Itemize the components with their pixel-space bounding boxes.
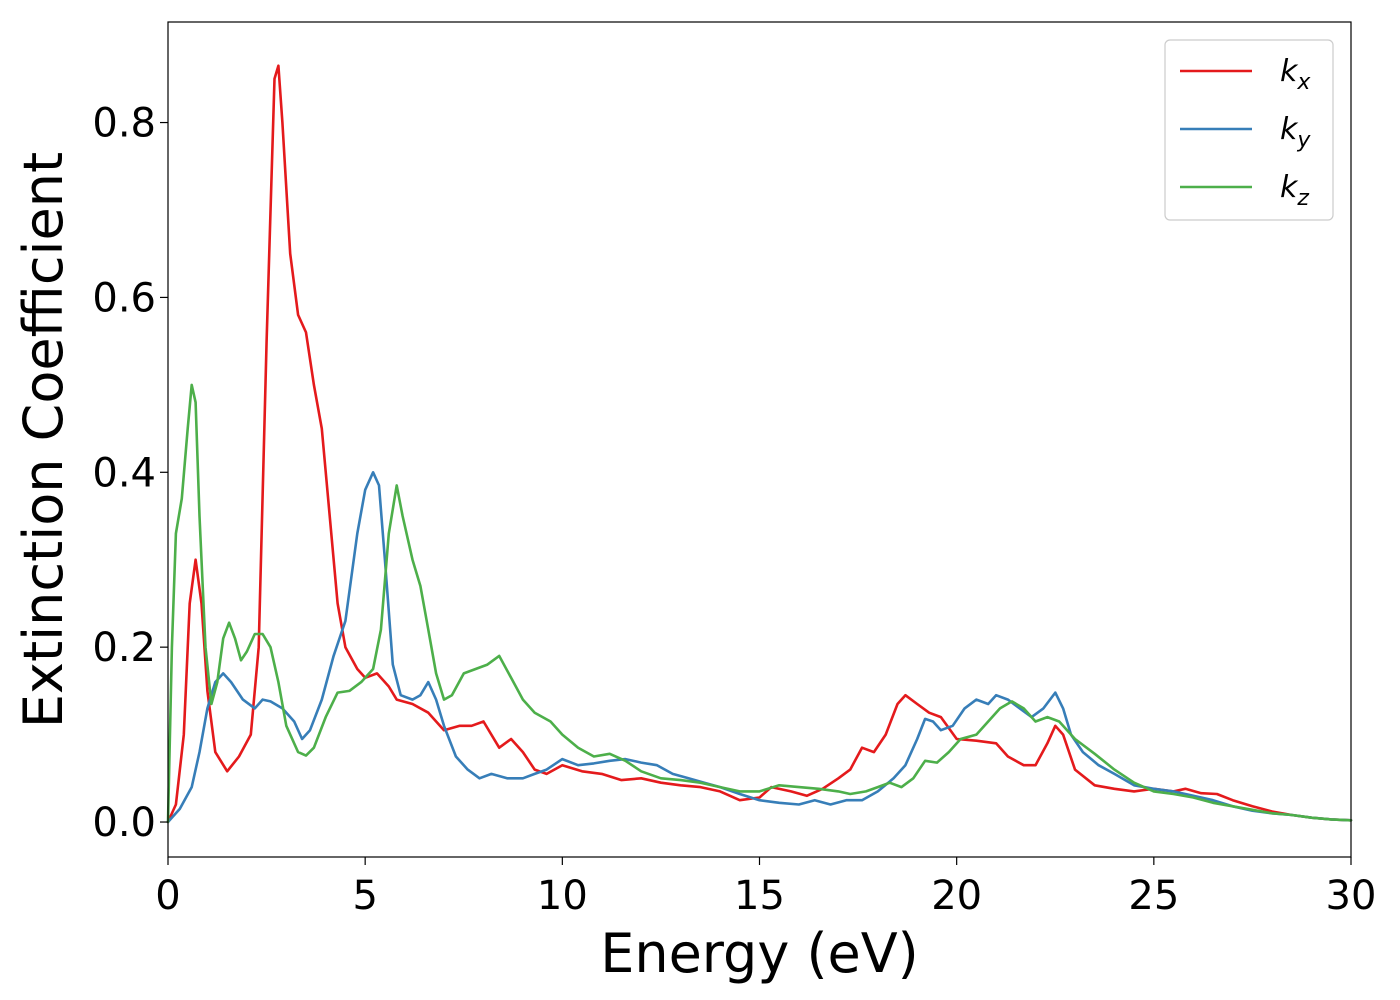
legend-label-y: ky: [1280, 112, 1311, 153]
y-axis-ticks: 0.0 0.2 0.4 0.6 0.8: [92, 101, 168, 846]
y-tick-label: 0.4: [92, 450, 156, 496]
x-tick-label: 0: [155, 873, 180, 919]
x-tick-label: 25: [1128, 873, 1179, 919]
x-tick-label: 5: [352, 873, 377, 919]
x-tick-label: 30: [1326, 873, 1377, 919]
x-axis-ticks: 0 5 10 15 20 25 30: [155, 857, 1376, 919]
legend-label-x: kx: [1280, 54, 1311, 95]
y-tick-label: 0.0: [92, 800, 156, 846]
y-tick-label: 0.6: [92, 275, 156, 321]
legend-label-z: kz: [1280, 170, 1309, 211]
x-tick-label: 15: [734, 873, 785, 919]
legend: kx ky kz: [1164, 39, 1334, 221]
y-tick-label: 0.8: [92, 101, 156, 147]
series-line-z: [166, 383, 1353, 824]
x-tick-label: 10: [537, 873, 588, 919]
x-axis-title: Energy (eV): [600, 922, 919, 985]
series-line-x: [166, 64, 1353, 824]
series-lines: [166, 64, 1353, 824]
x-tick-label: 20: [931, 873, 982, 919]
y-tick-label: 0.2: [92, 625, 156, 671]
y-axis-title: Extinction Coefficient: [12, 152, 75, 728]
series-line-y: [166, 471, 1353, 824]
